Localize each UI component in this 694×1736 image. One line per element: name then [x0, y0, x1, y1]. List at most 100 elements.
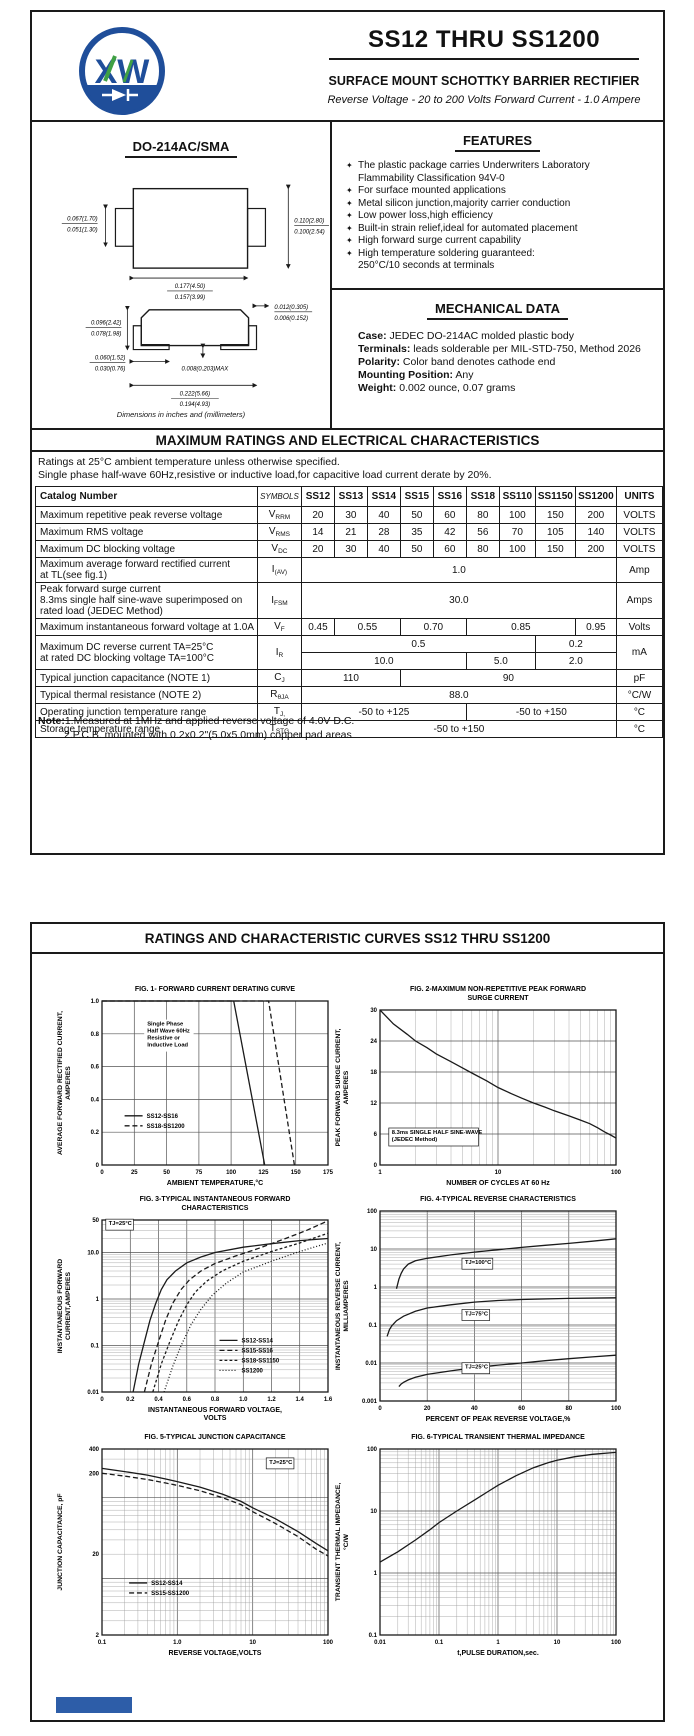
svg-text:TJ=25°C: TJ=25°C	[465, 1365, 489, 1371]
svg-text:18: 18	[370, 1070, 377, 1076]
fig2-plot: 1 10 100 0 6 12 18 24 30 8.3ms SINGLE HALF SINE-W…	[335, 986, 622, 1187]
table-cell: 200	[574, 506, 617, 524]
table-cell: CJ	[256, 669, 302, 687]
fig2-surge-chart: 1 10 100 0 6 12 18 24 30 8.3ms SINGLE HALF SINE-W…	[332, 982, 628, 1197]
title-underline	[329, 58, 639, 60]
table-cell: 56	[465, 523, 500, 541]
svg-text:60: 60	[518, 1406, 525, 1412]
svg-text:0.4: 0.4	[154, 1397, 163, 1403]
feature-bullet-icon: ✦	[346, 211, 353, 220]
table-cell: Typical thermal resistance (NOTE 2)	[35, 686, 258, 704]
svg-text:0.012(0.305): 0.012(0.305)	[274, 305, 308, 311]
column-divider	[330, 120, 332, 428]
svg-text:10: 10	[370, 1509, 377, 1515]
table-cell: Maximum RMS voltage	[35, 523, 258, 541]
table-cell: °C/W	[615, 686, 664, 704]
table-cell: 100	[498, 540, 536, 558]
svg-text:0: 0	[96, 1163, 100, 1169]
svg-text:12: 12	[370, 1101, 377, 1107]
table-cell: °C	[615, 720, 664, 738]
svg-text:FIG. 3-TYPICAL INSTANTANEOUS F: FIG. 3-TYPICAL INSTANTANEOUS FORWARD	[140, 1196, 291, 1203]
svg-text:FIG. 2-MAXIMUM NON-REPETITIVE: FIG. 2-MAXIMUM NON-REPETITIVE PEAK FORWA…	[410, 986, 586, 993]
svg-text:AMBIENT TEMPERATURE,°C: AMBIENT TEMPERATURE,°C	[167, 1179, 263, 1187]
fig1-plot: 0 25 50 75 100 125 150 175 0 0.2 0.4 0.6 0.8 1.0 Singl…	[57, 986, 334, 1187]
svg-text:t,PULSE DURATION,sec.: t,PULSE DURATION,sec.	[457, 1650, 539, 1657]
table-cell: 0.5	[300, 635, 536, 653]
table-cell: 0.2	[534, 635, 617, 653]
mechanical-line: Polarity: Color band denotes cathode end	[358, 356, 556, 368]
feature-item: ✦ For surface mounted applications	[346, 185, 661, 198]
svg-text:JUNCTION CAPACITANCE, pF: JUNCTION CAPACITANCE, pF	[57, 1493, 64, 1590]
fig3-plot: 0 0.2 0.4 0.6 0.8 1.0 1.2 1.4 1.6 50 10.0 1 0.1 0.01 T…	[57, 1196, 333, 1422]
table-cell: 88.0	[300, 686, 617, 704]
svg-text:0.067(1.70): 0.067(1.70)	[67, 216, 97, 222]
feature-text: Low power loss,high efficiency	[358, 210, 493, 221]
fig5-capacitance-chart: 0.1 1.0 10 100 400 200 20 2 TJ=25°C SS12-SS14 SS15…	[54, 1430, 340, 1667]
features-heading: FEATURES	[454, 133, 541, 152]
svg-text:PERCENT OF PEAK REVERSE VOLTAG: PERCENT OF PEAK REVERSE VOLTAGE,%	[426, 1416, 572, 1423]
svg-text:20: 20	[92, 1552, 99, 1558]
svg-text:24: 24	[370, 1039, 377, 1045]
fig3-forward-chart: 0 0.2 0.4 0.6 0.8 1.0 1.2 1.4 1.6 50 10.0 1 0.1 0.01 T…	[54, 1192, 340, 1433]
svg-text:0.1: 0.1	[369, 1633, 378, 1639]
feature-text: For surface mounted applications	[358, 185, 506, 196]
svg-text:30: 30	[370, 1008, 377, 1014]
feature-text: High forward surge current capability	[358, 235, 521, 246]
table-cell: Maximum DC blocking voltage	[35, 540, 258, 558]
table-header-cell: SS110	[498, 486, 536, 507]
svg-text:80: 80	[565, 1406, 572, 1412]
svg-text:0.006(0.152): 0.006(0.152)	[274, 316, 308, 322]
doc-tagline: Reverse Voltage - 20 to 200 Volts Forwar…	[327, 94, 641, 106]
svg-text:0.1: 0.1	[98, 1640, 107, 1646]
table-header-cell: SS16	[432, 486, 467, 507]
svg-text:0.157(3.99): 0.157(3.99)	[175, 295, 205, 301]
table-cell: 40	[366, 506, 401, 524]
feature-bullet-icon: ✦	[346, 198, 353, 208]
svg-text:175: 175	[323, 1170, 334, 1176]
table-cell: 100	[498, 506, 536, 524]
table-cell: 0.85	[465, 618, 576, 636]
svg-text:0.2: 0.2	[126, 1397, 135, 1403]
package-outline-drawing: 0.067(1.70) 0.051(1.30) 0.110(2.80) 0.10…	[61, 184, 330, 408]
dimension-note: Dimensions in inches and (millimeters)	[116, 410, 246, 419]
table-cell: °C	[615, 703, 664, 721]
mechanical-line: Weight: 0.002 ounce, 0.07 grams	[358, 382, 516, 394]
svg-text:REVERSE VOLTAGE,VOLTS: REVERSE VOLTAGE,VOLTS	[169, 1650, 262, 1657]
svg-text:0.060(1.52): 0.060(1.52)	[95, 356, 125, 362]
svg-text:INSTANTANEOUS FORWARD: INSTANTANEOUS FORWARD	[57, 1259, 64, 1353]
svg-text:0.2: 0.2	[91, 1130, 100, 1136]
table-cell: mA	[615, 635, 664, 670]
table-cell: Peak forward surge current 8.3ms single h…	[35, 582, 258, 619]
table-cell: pF	[615, 669, 664, 687]
table-cell: Maximum instantaneous forward voltage at…	[35, 618, 258, 636]
svg-text:0.1: 0.1	[435, 1640, 444, 1646]
feature-bullet-icon: ✦	[346, 236, 353, 245]
svg-text:0.194(4.93): 0.194(4.93)	[180, 402, 210, 408]
svg-text:FIG. 4-TYPICAL REVERSE CHARACT: FIG. 4-TYPICAL REVERSE CHARACTERISTICS	[420, 1196, 576, 1203]
table-cell: Maximum DC reverse current TA=25°C at rat…	[35, 635, 258, 670]
svg-text:SS15-SS1200: SS15-SS1200	[151, 1591, 190, 1597]
table-cell: 20	[300, 506, 335, 524]
svg-text:AMPERES: AMPERES	[65, 1066, 72, 1100]
table-cell: VRRM	[256, 506, 302, 524]
svg-text:FIG. 6-TYPICAL TRANSIENT THERM: FIG. 6-TYPICAL TRANSIENT THERMAL IMPEDAN…	[411, 1434, 585, 1441]
table-cell: 140	[574, 523, 617, 541]
svg-text:CURRENT,AMPERES: CURRENT,AMPERES	[65, 1272, 72, 1340]
table-cell: 28	[366, 523, 401, 541]
svg-text:100: 100	[611, 1640, 622, 1646]
svg-text:0: 0	[374, 1163, 378, 1169]
feature-bullet-icon: ✦	[346, 186, 353, 195]
svg-text:1: 1	[496, 1640, 500, 1646]
feature-item: ✦ Built-in strain relief,ideal for automa…	[346, 223, 661, 236]
svg-text:FIG. 1- FORWARD CURRENT DERATI: FIG. 1- FORWARD CURRENT DERATING CURVE	[135, 986, 296, 993]
svg-text:150: 150	[291, 1170, 302, 1176]
doc-subtitle: SURFACE MOUNT SCHOTTKY BARRIER RECTIFIER	[328, 74, 640, 88]
table-cell: 60	[432, 506, 467, 524]
table-cell: 90	[399, 669, 617, 687]
diode-symbol-icon	[112, 89, 126, 101]
svg-text:(JEDEC Method): (JEDEC Method)	[392, 1137, 437, 1143]
page-1: XW SS12 THRU SS1200 SURFACE MOUNT SCHOTT…	[30, 10, 665, 855]
svg-text:125: 125	[258, 1170, 269, 1176]
table-cell: 30	[333, 540, 368, 558]
table-cell: 150	[534, 506, 576, 524]
